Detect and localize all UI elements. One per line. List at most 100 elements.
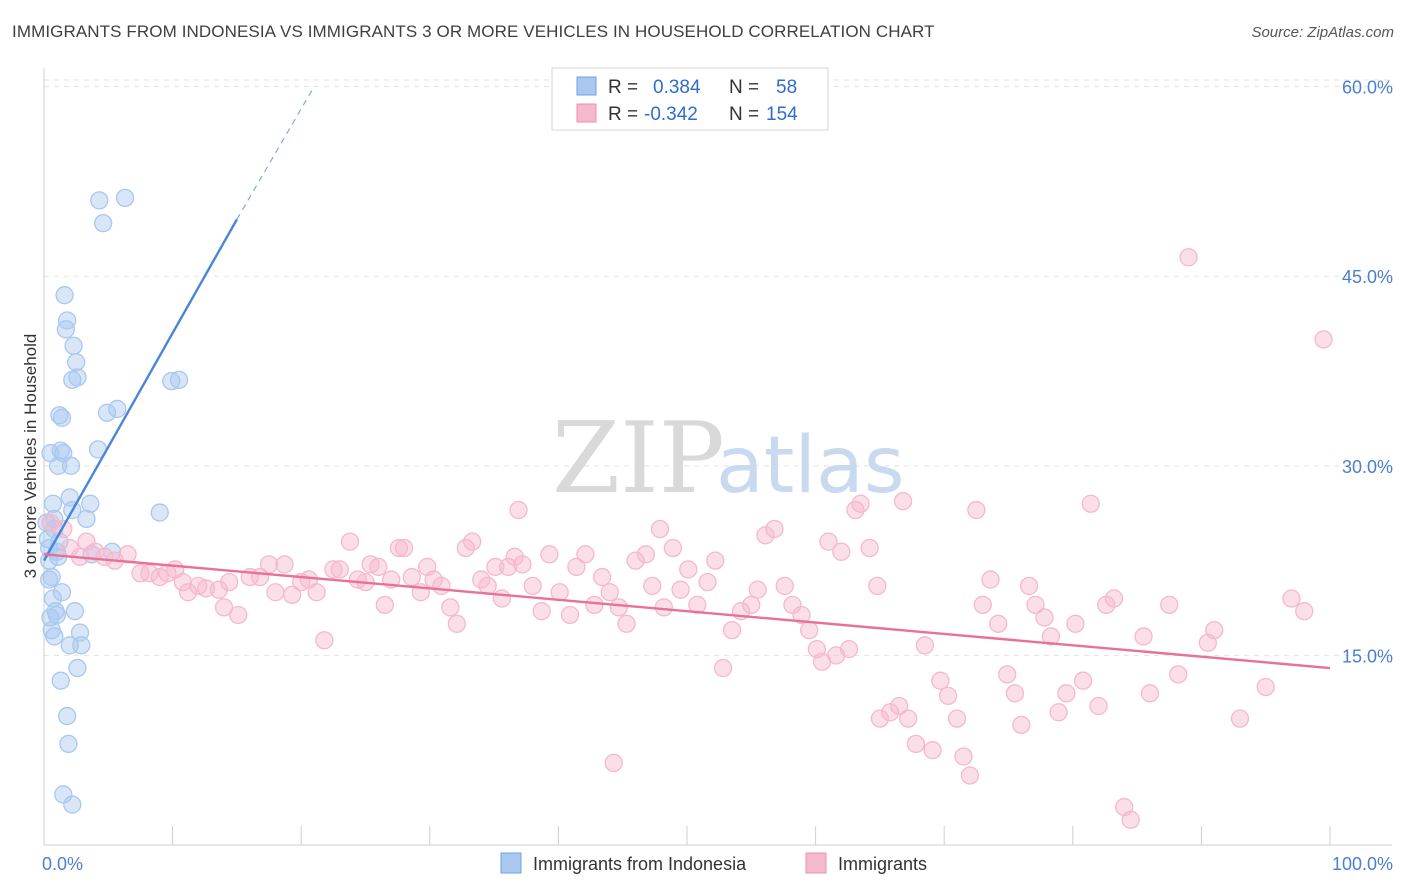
point-immigrants-136	[1134, 627, 1153, 646]
point-immigrants-116	[973, 595, 992, 615]
legend-swatch-immigrants	[576, 103, 597, 123]
point-immigrants-109	[923, 741, 942, 760]
point-indonesia-14	[51, 441, 70, 460]
point-indonesia-42	[108, 399, 127, 419]
legend-n-value-1: 58	[776, 77, 797, 98]
stats-legend: R = 0.384 N = 58 R = -0.342 N = 154	[551, 67, 829, 131]
point-immigrants-128	[1066, 614, 1085, 633]
point-immigrants-133	[1104, 589, 1124, 608]
point-indonesia-31	[68, 658, 87, 678]
point-indonesia-53	[46, 602, 65, 621]
bottom-legend-swatch-indonesia	[500, 852, 522, 874]
point-immigrants-47	[432, 576, 451, 596]
point-indonesia-27	[64, 336, 83, 355]
point-immigrants-135	[1121, 810, 1140, 829]
point-immigrants-95	[819, 532, 838, 551]
point-immigrants-66	[585, 595, 604, 615]
bottom-legend: Immigrants from Indonesia Immigrants	[500, 852, 927, 874]
point-immigrants-72	[636, 545, 655, 564]
point-immigrants-92	[800, 620, 819, 640]
point-indonesia-44	[150, 503, 169, 522]
point-indonesia-9	[43, 494, 63, 513]
point-indonesia-54	[60, 636, 79, 655]
point-indonesia-35	[81, 494, 100, 513]
point-immigrants-89	[775, 576, 794, 596]
point-indonesia-38	[90, 191, 109, 210]
point-immigrants-126	[1049, 703, 1068, 722]
point-immigrants-74	[650, 519, 670, 539]
point-immigrants-148	[509, 500, 528, 520]
point-immigrants-24	[259, 555, 279, 574]
chart-title: IMMIGRANTS FROM INDONESIA VS IMMIGRANTS …	[12, 22, 935, 41]
bottom-legend-label-indonesia: Immigrants from Indonesia	[533, 854, 747, 874]
point-immigrants-86	[748, 580, 767, 599]
legend-r-value-2: -0.342	[644, 104, 698, 125]
point-immigrants-75	[654, 598, 674, 617]
point-immigrants-105	[890, 696, 909, 716]
point-indonesia-20	[57, 311, 77, 330]
point-immigrants-38	[369, 557, 388, 577]
point-immigrants-62	[550, 583, 569, 602]
point-immigrants-107	[906, 734, 926, 754]
point-immigrants-120	[1005, 684, 1025, 703]
source-label: Source: ZipAtlas.com	[1251, 24, 1394, 41]
trend-lines	[42, 86, 1331, 670]
point-indonesia-13	[50, 406, 69, 425]
point-immigrants-70	[617, 614, 636, 633]
point-immigrants-101	[860, 538, 879, 558]
point-immigrants-54	[486, 557, 505, 577]
point-immigrants-69	[609, 598, 628, 617]
point-immigrants-98	[839, 639, 859, 659]
point-immigrants-131	[1089, 696, 1108, 716]
y-tick-label-30: 30.0%	[1342, 457, 1393, 477]
point-immigrants-30	[307, 583, 326, 602]
point-immigrants-113	[954, 747, 973, 766]
point-immigrants-80	[698, 572, 717, 592]
y-axis-label: 3 or more Vehicles in Household	[21, 334, 40, 579]
point-immigrants-143	[1230, 709, 1250, 728]
legend-r-label-2: R =	[608, 104, 638, 125]
point-immigrants-149	[893, 492, 913, 511]
point-indonesia-28	[65, 602, 85, 621]
data-points	[37, 188, 1333, 829]
point-immigrants-31	[315, 631, 334, 650]
y-tick-labels: 15.0% 30.0% 45.0% 60.0%	[1342, 78, 1393, 667]
point-indonesia-3	[39, 570, 59, 589]
point-immigrants-25	[266, 583, 285, 602]
point-immigrants-64	[567, 557, 586, 577]
point-immigrants-119	[998, 665, 1017, 684]
point-immigrants-100	[851, 494, 870, 513]
point-indonesia-46	[169, 370, 189, 390]
point-immigrants-76	[663, 538, 683, 558]
point-immigrants-26	[275, 555, 294, 574]
trend-line-indonesia	[42, 218, 238, 562]
legend-r-label-1: R =	[608, 77, 638, 98]
point-immigrants-34	[340, 532, 360, 551]
point-indonesia-7	[45, 627, 64, 646]
point-immigrants-106	[899, 709, 918, 728]
point-immigrants-145	[1282, 589, 1301, 608]
point-immigrants-142	[1205, 620, 1224, 640]
point-immigrants-59	[523, 576, 542, 596]
point-immigrants-68	[600, 583, 619, 602]
point-immigrants-139	[1169, 665, 1188, 684]
point-indonesia-30	[68, 368, 87, 387]
point-immigrants-85	[742, 595, 761, 615]
point-immigrants-77	[671, 580, 690, 599]
point-immigrants-63	[560, 605, 580, 625]
point-immigrants-122	[1019, 576, 1039, 596]
point-indonesia-21	[57, 706, 77, 726]
point-immigrants-18	[209, 580, 229, 599]
point-immigrants-42	[394, 538, 414, 558]
point-immigrants-110	[931, 671, 950, 690]
point-immigrants-150	[604, 753, 623, 772]
x-tick-label-0: 0.0%	[42, 854, 83, 874]
point-immigrants-137	[1140, 684, 1160, 703]
y-tick-label-15: 15.0%	[1342, 646, 1393, 666]
point-immigrants-103	[870, 709, 890, 728]
legend-r-value-1: 0.384	[653, 77, 701, 98]
point-immigrants-81	[706, 551, 725, 570]
point-immigrants-39	[375, 595, 394, 615]
point-immigrants-71	[626, 551, 645, 570]
point-immigrants-48	[441, 598, 460, 617]
